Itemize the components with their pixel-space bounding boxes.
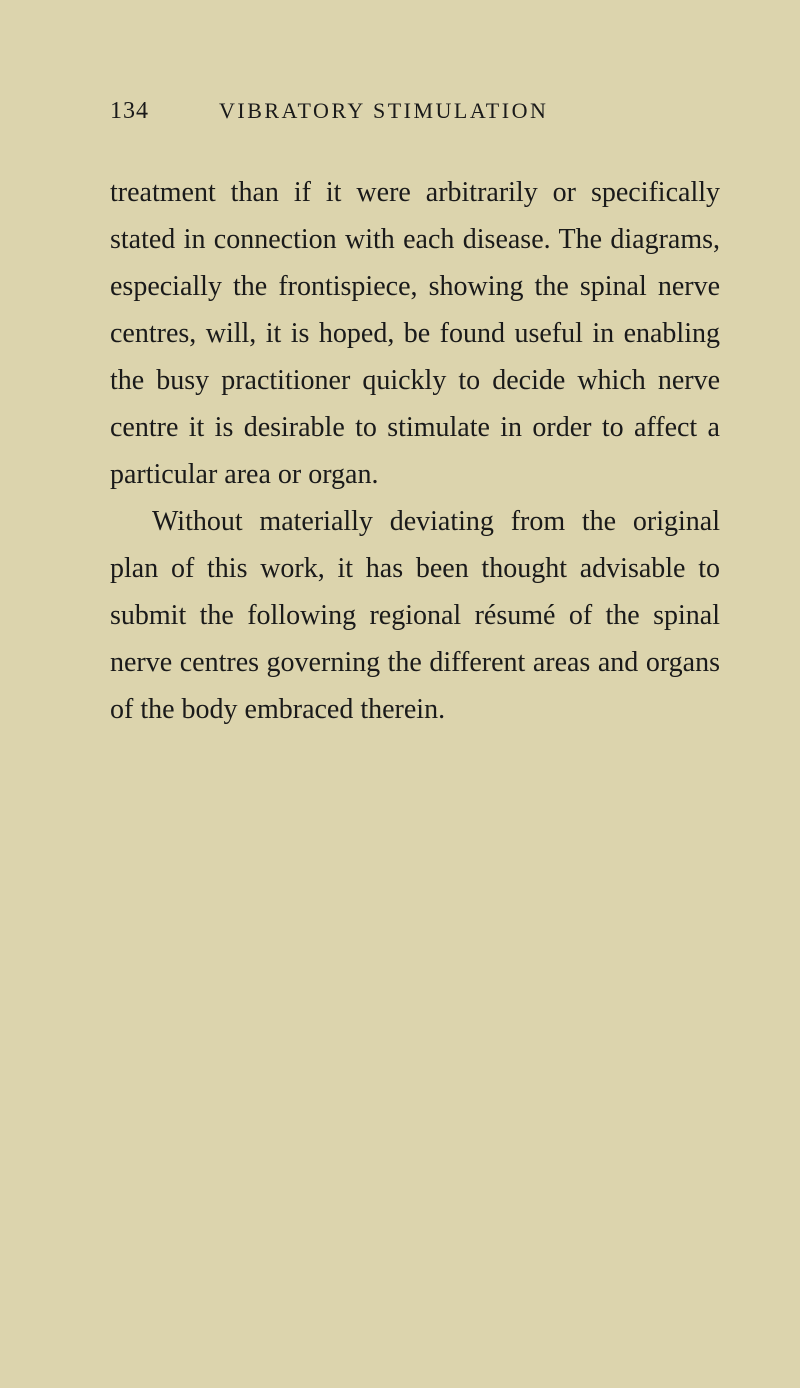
chapter-title: VIBRATORY STIMULATION — [219, 98, 548, 124]
paragraph-2: Without materially deviating from the or… — [110, 498, 720, 733]
page-header: 134 VIBRATORY STIMULATION — [110, 98, 720, 125]
page-number: 134 — [110, 98, 149, 125]
body-text-block: treatment than if it were arbitrarily or… — [110, 169, 720, 733]
page-container: 134 VIBRATORY STIMULATION treatment than… — [0, 0, 800, 813]
paragraph-1: treatment than if it were arbitrarily or… — [110, 169, 720, 498]
